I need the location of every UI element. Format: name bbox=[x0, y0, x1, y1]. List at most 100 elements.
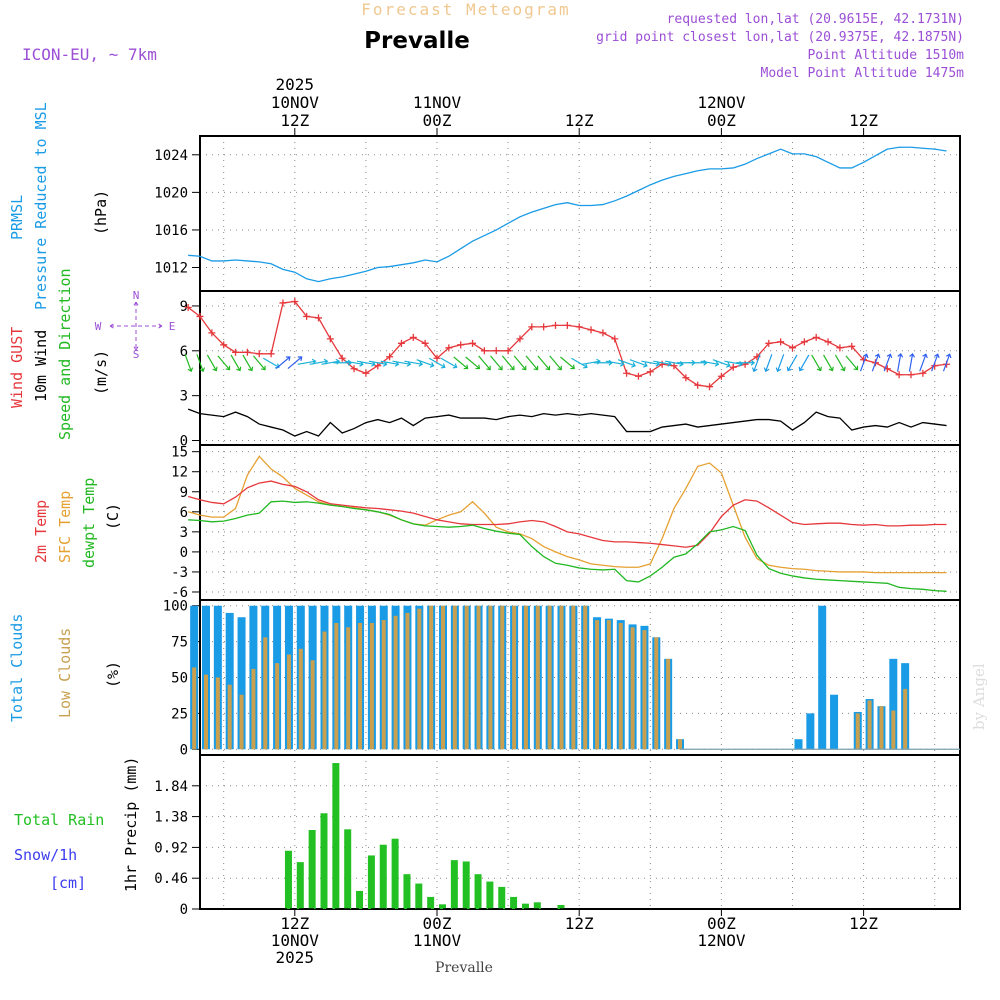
gust-marker bbox=[208, 329, 216, 337]
low-cloud-bar bbox=[393, 615, 398, 750]
total-cloud-bar bbox=[806, 713, 815, 750]
wind-arrow bbox=[513, 355, 527, 371]
low-cloud-bar bbox=[405, 612, 410, 750]
wind-arrow bbox=[275, 356, 291, 370]
rain-bar bbox=[367, 855, 375, 909]
wind-arrow bbox=[919, 353, 928, 372]
gust-marker bbox=[777, 338, 785, 346]
low-cloud-bar bbox=[571, 605, 576, 750]
gust-marker bbox=[492, 347, 500, 355]
gust-marker bbox=[789, 344, 796, 352]
y-tick-label: 0 bbox=[180, 902, 188, 918]
footer-location: Prevalle bbox=[435, 960, 493, 976]
low-cloud-bar bbox=[903, 688, 908, 750]
gust-marker bbox=[587, 326, 595, 334]
low-cloud-bar bbox=[369, 622, 374, 750]
rain-bar bbox=[379, 844, 387, 909]
gust-marker bbox=[717, 372, 725, 380]
rain-bar bbox=[557, 904, 565, 909]
pressure-line bbox=[188, 146, 947, 283]
pressure-panel: 1012 1016 1020 1024 PRMSL Pressure Reduced to… bbox=[8, 102, 961, 310]
wind-arrow bbox=[416, 359, 435, 368]
wind-arrow bbox=[184, 354, 194, 373]
gust-marker bbox=[824, 338, 832, 346]
x-tick-label-top: 00Z bbox=[423, 111, 452, 130]
wind-unit: (m/s) bbox=[92, 350, 110, 395]
rain-bar bbox=[308, 829, 316, 909]
gust-marker bbox=[623, 369, 631, 377]
low-cloud-bar bbox=[275, 663, 280, 750]
y-tick-label: 1024 bbox=[154, 148, 188, 164]
gust-marker bbox=[433, 354, 441, 362]
wind-arrow bbox=[478, 355, 491, 371]
low-cloud-bar bbox=[666, 658, 671, 750]
compass-south: S bbox=[133, 348, 140, 361]
wind-arrow bbox=[560, 356, 575, 370]
total-cloud-bar bbox=[794, 739, 803, 750]
gust-marker bbox=[232, 348, 240, 356]
y-tick-label: 0 bbox=[180, 434, 188, 450]
gust-marker bbox=[634, 372, 642, 380]
total-cloud-bar bbox=[889, 658, 898, 750]
gust-marker bbox=[267, 350, 275, 358]
x-tick-label-top: 2025 bbox=[276, 75, 315, 94]
total-cloud-bar bbox=[225, 612, 234, 750]
wind-arrow bbox=[440, 357, 458, 369]
wind-arrow bbox=[263, 357, 280, 369]
y-tick-label: 0.92 bbox=[154, 840, 188, 856]
gust-marker bbox=[895, 371, 903, 379]
x-tick-label-bottom: 2025 bbox=[276, 948, 315, 967]
rain-bar bbox=[510, 896, 518, 909]
x-tick-label-bottom: 12NOV bbox=[697, 931, 746, 950]
wind-arrow bbox=[775, 354, 785, 373]
wind-arrow bbox=[465, 356, 481, 370]
y-tick-label: 0.46 bbox=[154, 871, 188, 887]
low-cloud-bar bbox=[358, 622, 363, 750]
wind-arrow bbox=[196, 354, 205, 373]
rain-bar bbox=[356, 890, 364, 909]
gust-marker bbox=[765, 339, 773, 347]
gust-marker bbox=[563, 321, 571, 329]
x-tick-label-top: 12NOV bbox=[697, 93, 746, 112]
panel-frame bbox=[199, 290, 961, 446]
wind-arrow bbox=[253, 355, 266, 371]
wind-arrow bbox=[908, 352, 916, 372]
low-cloud-bar bbox=[678, 739, 682, 750]
rain-bar bbox=[474, 874, 482, 909]
low-cloud-bar bbox=[512, 605, 517, 750]
rain-bar bbox=[344, 829, 352, 909]
location-title: Prevalle bbox=[364, 28, 470, 54]
wind-panel: 0 3 6 9 Wind GUST 10m Wind Speed and Direction… bbox=[8, 268, 961, 450]
low-cloud-bar bbox=[286, 654, 291, 750]
rain-bar bbox=[403, 874, 411, 909]
precip-label-snow: Snow/1h bbox=[14, 846, 77, 864]
gust-marker bbox=[338, 354, 346, 362]
wind-label-direction: Speed and Direction bbox=[56, 268, 74, 440]
y-tick-label: 25 bbox=[171, 706, 188, 722]
low-cloud-bar bbox=[500, 605, 505, 750]
wind-arrow bbox=[688, 359, 708, 366]
gust-marker bbox=[907, 371, 915, 379]
wind-arrow bbox=[549, 355, 562, 371]
wind-arrow bbox=[287, 356, 303, 370]
wind-arrow bbox=[823, 354, 834, 372]
gust-marker bbox=[812, 333, 820, 341]
wind-speed-line bbox=[187, 408, 947, 437]
low-cloud-bar bbox=[891, 710, 896, 750]
x-tick-label-bottom: 00Z bbox=[423, 914, 452, 933]
clouds-panel: 0 25 50 75 100 Total Clouds Low Clouds (%) bbox=[8, 599, 961, 758]
gust-marker bbox=[255, 350, 263, 358]
low-cloud-bar bbox=[381, 620, 386, 750]
gust-marker bbox=[326, 335, 334, 343]
y-tick-label: 6 bbox=[180, 505, 188, 521]
gust-marker bbox=[362, 369, 370, 377]
low-cloud-bar bbox=[630, 627, 635, 750]
x-tick-label-top: 00Z bbox=[707, 111, 736, 130]
gust-marker bbox=[397, 339, 405, 347]
low-cloud-bar bbox=[263, 637, 268, 750]
wind-arrow bbox=[571, 357, 588, 369]
gust-marker bbox=[196, 312, 204, 320]
wind-arrow bbox=[736, 359, 756, 366]
y-tick-label: 1016 bbox=[154, 223, 188, 239]
wind-arrow bbox=[501, 355, 515, 371]
